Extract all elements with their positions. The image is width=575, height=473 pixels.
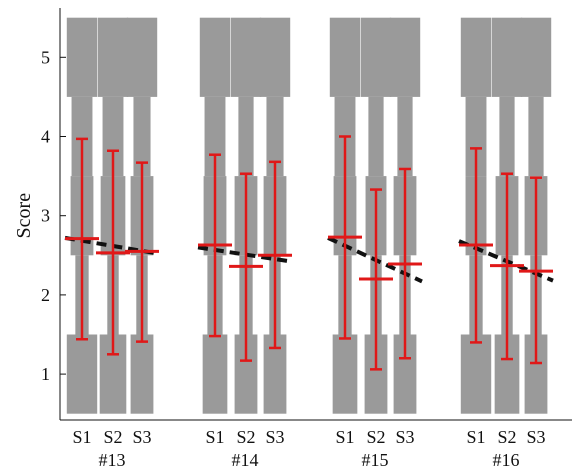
condition-label: S2	[103, 427, 122, 447]
error-bar	[519, 176, 553, 365]
distribution-band	[66, 334, 98, 414]
error-bar	[388, 167, 422, 360]
distribution-band	[524, 334, 548, 414]
error-bar	[359, 188, 393, 371]
distribution-band	[234, 334, 258, 414]
distribution-band	[133, 96, 151, 177]
distribution-band	[238, 96, 254, 177]
distribution-band	[364, 334, 388, 414]
distribution-band	[230, 17, 262, 97]
condition-label: S1	[205, 427, 224, 447]
distribution-band	[130, 334, 154, 414]
condition-label: S2	[366, 427, 385, 447]
distribution-band	[465, 96, 487, 177]
distribution-band	[263, 334, 287, 414]
distribution-band	[66, 17, 98, 97]
distribution-band	[332, 334, 358, 414]
condition-label: S1	[335, 427, 354, 447]
distribution-band	[266, 96, 284, 177]
error-bar	[490, 172, 524, 361]
distribution-band	[520, 17, 552, 97]
distribution-band	[499, 96, 515, 177]
error-bar	[459, 147, 493, 344]
error-bar	[96, 149, 130, 356]
distribution-band	[199, 17, 231, 97]
distribution-band	[397, 96, 413, 177]
distribution-band	[460, 334, 492, 414]
y-tick-label: 1	[41, 364, 50, 384]
y-tick-label: 2	[41, 285, 50, 305]
axes	[59, 8, 572, 421]
condition-label: S3	[132, 427, 151, 447]
error-bars	[65, 135, 553, 371]
distribution-band	[102, 96, 124, 177]
group-label: #13	[99, 450, 126, 470]
error-bar	[198, 153, 232, 338]
distribution-band	[528, 96, 544, 177]
error-bar	[258, 160, 292, 350]
y-tick-label: 5	[41, 47, 50, 67]
distribution-band	[329, 17, 361, 97]
distribution-band	[71, 96, 93, 177]
distribution-band	[204, 96, 226, 177]
distribution-band	[97, 17, 129, 97]
condition-label: S1	[72, 427, 91, 447]
error-bar	[65, 137, 99, 341]
condition-label: S3	[526, 427, 545, 447]
condition-label: S3	[395, 427, 414, 447]
distribution-band	[389, 17, 421, 97]
distribution-band	[393, 334, 417, 414]
group-label: #16	[493, 450, 520, 470]
error-bar	[229, 172, 263, 362]
distribution-band	[368, 96, 384, 177]
distribution-band	[259, 17, 291, 97]
distribution-band	[460, 17, 492, 97]
distribution-band	[126, 17, 158, 97]
axis-labels: Score 1 2 3 4 5 #13 S1 S2 S3 #14 S1 S2 S3 #15 S1 S2 S3 #1…	[13, 47, 546, 470]
condition-label: S1	[466, 427, 485, 447]
condition-label: S2	[497, 427, 516, 447]
condition-label: S2	[236, 427, 255, 447]
y-axis-label: Score	[13, 193, 35, 239]
group-label: #14	[232, 450, 259, 470]
group-label: #15	[362, 450, 389, 470]
condition-label: S3	[265, 427, 284, 447]
distribution-band	[360, 17, 392, 97]
y-tick-label: 3	[41, 206, 50, 226]
error-bar	[328, 135, 362, 340]
distribution-band	[202, 334, 228, 414]
distribution-band	[491, 17, 523, 97]
error-bar	[125, 161, 159, 343]
y-tick-label: 4	[41, 127, 50, 147]
distribution-shapes	[66, 17, 552, 414]
